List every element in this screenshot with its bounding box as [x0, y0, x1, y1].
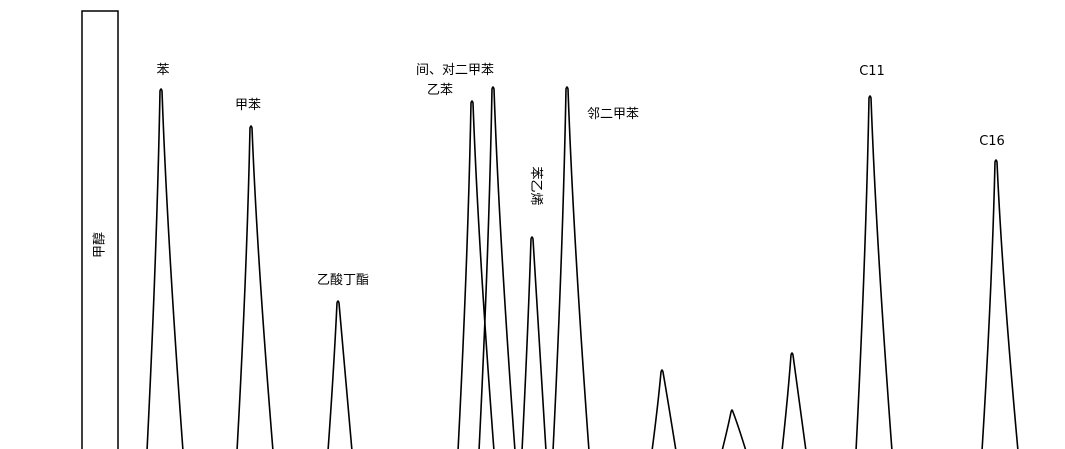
peak-12: [981, 159, 1019, 449]
peak-label-11: C11: [859, 64, 885, 79]
peaks-layer: [146, 86, 1019, 449]
peak-6: [521, 236, 547, 449]
peak-10: [781, 352, 807, 449]
peak-label-4: 乙苯: [427, 83, 453, 98]
peak-label-2: 甲苯: [235, 98, 261, 113]
solvent-peak: [81, 10, 119, 449]
peak-label-3: 乙酸丁酯: [317, 273, 369, 288]
peak-8: [651, 369, 677, 449]
peak-label-6: 苯乙烯: [528, 166, 543, 205]
peak-9: [721, 409, 747, 449]
peak-4: [457, 100, 495, 449]
peak-label-5: 间、对二甲苯: [416, 63, 494, 78]
peak-5: [478, 86, 516, 449]
peak-3: [327, 300, 353, 449]
peak-11: [855, 95, 893, 449]
peak-label-7: 邻二甲苯: [587, 107, 639, 122]
peak-2: [236, 125, 274, 449]
solvent-peak-label: 甲醇: [92, 232, 108, 258]
peak-label-12: C16: [979, 134, 1005, 149]
peak-7: [552, 86, 590, 449]
peak-1: [146, 88, 184, 449]
peak-label-1: 苯: [156, 63, 169, 78]
